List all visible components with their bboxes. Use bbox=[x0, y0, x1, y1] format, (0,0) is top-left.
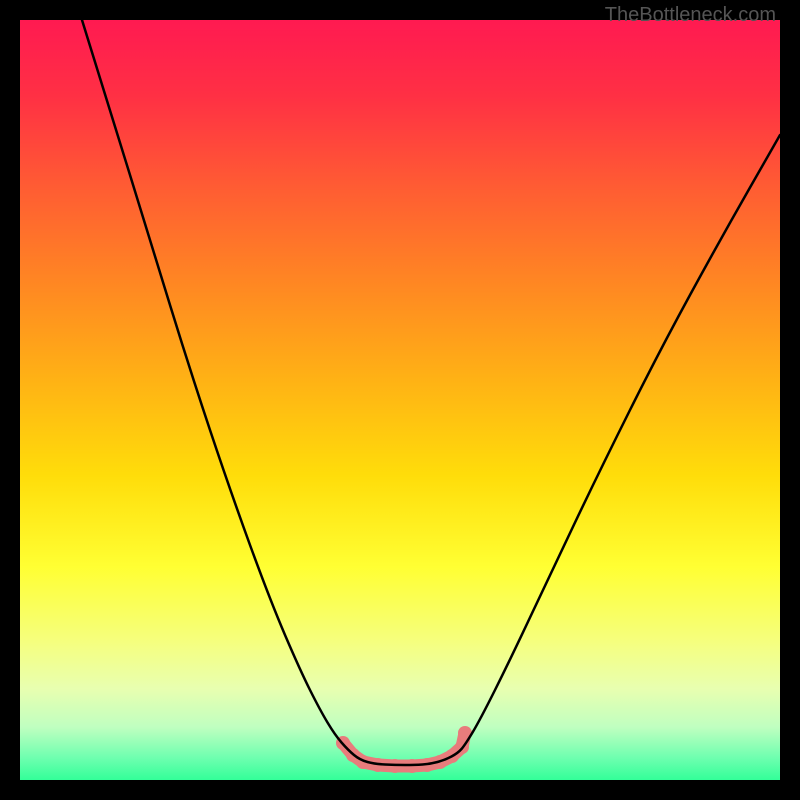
curve-overlay bbox=[20, 20, 780, 780]
watermark-text: TheBottleneck.com bbox=[605, 4, 776, 27]
chart-container bbox=[20, 20, 780, 780]
